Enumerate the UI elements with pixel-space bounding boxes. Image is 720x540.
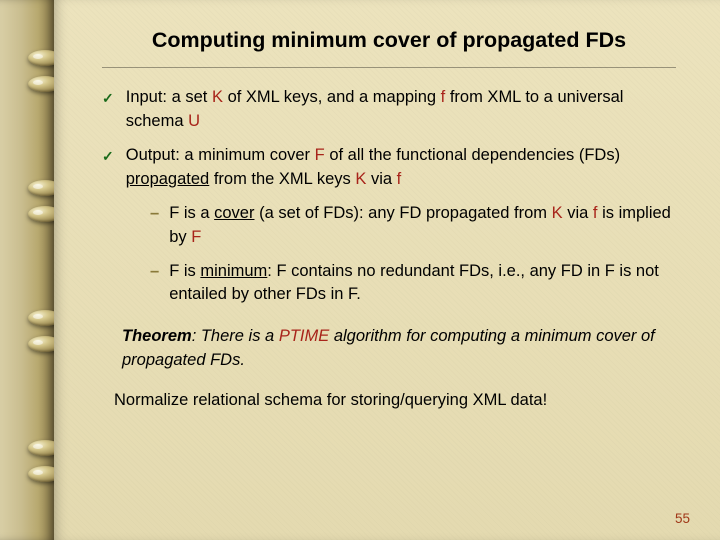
- slide-number: 55: [675, 511, 690, 526]
- slide-title: Computing minimum cover of propagated FD…: [102, 28, 676, 53]
- dash-icon: –: [150, 202, 159, 226]
- bullet-text: Input: a set K of XML keys, and a mappin…: [126, 86, 676, 134]
- bullet-output: ✓ Output: a minimum cover F of all the f…: [102, 144, 676, 192]
- bullet-text: Output: a minimum cover F of all the fun…: [126, 144, 676, 192]
- check-icon: ✓: [102, 146, 114, 166]
- check-icon: ✓: [102, 88, 114, 108]
- title-rule: [102, 67, 676, 68]
- sub-text: F is minimum: F contains no redundant FD…: [169, 260, 676, 308]
- sub-bullet-cover: – F is a cover (a set of FDs): any FD pr…: [150, 202, 676, 250]
- closing-text: Normalize relational schema for storing/…: [114, 389, 676, 413]
- sub-bullet-minimum: – F is minimum: F contains no redundant …: [150, 260, 676, 308]
- sub-text: F is a cover (a set of FDs): any FD prop…: [169, 202, 676, 250]
- notebook-spine: [0, 0, 54, 540]
- bullet-input: ✓ Input: a set K of XML keys, and a mapp…: [102, 86, 676, 134]
- slide-page: Computing minimum cover of propagated FD…: [54, 0, 720, 540]
- theorem-text: Theorem: There is a PTIME algorithm for …: [122, 325, 676, 373]
- dash-icon: –: [150, 260, 159, 284]
